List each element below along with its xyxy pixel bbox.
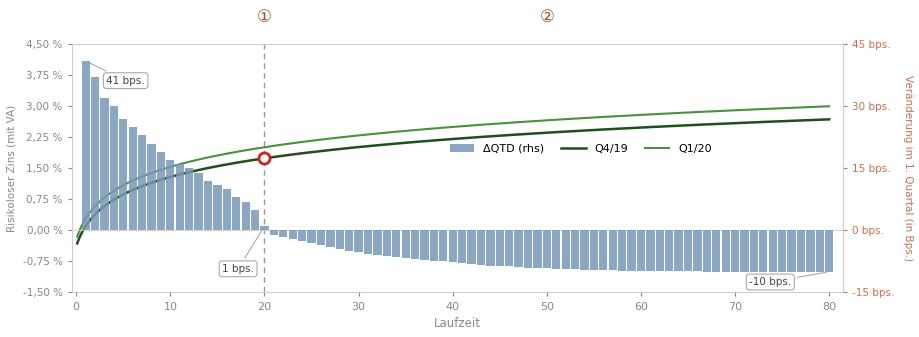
Legend: ΔQTD (rhs), Q4/19, Q1/20: ΔQTD (rhs), Q4/19, Q1/20 [445, 139, 716, 158]
Bar [373, 231, 381, 255]
Bar [119, 119, 128, 231]
Text: ②: ② [539, 8, 553, 26]
Bar [147, 144, 155, 231]
Text: ①: ① [256, 8, 272, 26]
Bar [740, 231, 748, 272]
Bar [598, 231, 607, 270]
Bar [551, 231, 560, 269]
Bar [278, 231, 287, 237]
Bar [467, 231, 475, 264]
Bar [787, 231, 795, 272]
Bar [345, 231, 353, 251]
Bar [364, 231, 372, 254]
Bar [156, 152, 165, 231]
Bar [91, 78, 99, 231]
Bar [166, 160, 175, 231]
Bar [777, 231, 786, 272]
Bar [589, 231, 597, 270]
Bar [82, 61, 90, 231]
Bar [420, 231, 428, 260]
Text: 41 bps.: 41 bps. [88, 62, 145, 86]
Bar [251, 210, 259, 231]
Bar [758, 231, 766, 272]
Bar [269, 231, 278, 235]
Bar [391, 231, 400, 257]
Bar [129, 127, 137, 231]
Bar [730, 231, 739, 272]
Bar [561, 231, 569, 269]
Text: 1 bps.: 1 bps. [221, 229, 263, 274]
Bar [505, 231, 513, 267]
Bar [260, 226, 268, 231]
X-axis label: Laufzeit: Laufzeit [434, 317, 481, 330]
Bar [307, 231, 315, 243]
Bar [645, 231, 653, 271]
Bar [109, 106, 118, 231]
Bar [767, 231, 776, 272]
Bar [655, 231, 664, 271]
Bar [693, 231, 701, 272]
Bar [100, 98, 108, 231]
Bar [289, 231, 297, 239]
Bar [824, 231, 833, 272]
Bar [636, 231, 644, 271]
Bar [796, 231, 804, 272]
Bar [298, 231, 306, 241]
Bar [382, 231, 391, 256]
Bar [213, 185, 221, 231]
Bar [316, 231, 324, 245]
Bar [533, 231, 541, 268]
Bar [204, 181, 212, 231]
Bar [354, 231, 362, 252]
Bar [486, 231, 494, 266]
Bar [335, 231, 344, 249]
Bar [176, 164, 184, 231]
Bar [411, 231, 419, 259]
Bar [674, 231, 682, 271]
Bar [580, 231, 588, 270]
Bar [401, 231, 409, 258]
Bar [429, 231, 437, 261]
Bar [523, 231, 531, 268]
Bar [571, 231, 579, 269]
Y-axis label: Veränderung im 1. Quartal (in Bps.): Veränderung im 1. Quartal (in Bps.) [902, 75, 912, 262]
Bar [458, 231, 466, 263]
Bar [683, 231, 691, 271]
Bar [476, 231, 484, 265]
Bar [702, 231, 710, 272]
Bar [627, 231, 635, 271]
Bar [514, 231, 522, 267]
Bar [815, 231, 823, 272]
Bar [138, 135, 146, 231]
Bar [618, 231, 626, 271]
Bar [194, 173, 202, 231]
Bar [608, 231, 617, 270]
Bar [326, 231, 335, 247]
Bar [805, 231, 813, 272]
Bar [749, 231, 757, 272]
Bar [495, 231, 504, 266]
Text: -10 bps.: -10 bps. [748, 272, 825, 287]
Bar [664, 231, 673, 271]
Bar [222, 189, 231, 231]
Bar [448, 231, 457, 262]
Bar [185, 168, 193, 231]
Bar [232, 197, 240, 231]
Bar [438, 231, 447, 262]
Bar [720, 231, 729, 272]
Bar [542, 231, 550, 269]
Bar [242, 202, 250, 231]
Y-axis label: Risikoloser Zins (mit VA): Risikoloser Zins (mit VA) [7, 105, 17, 232]
Bar [711, 231, 720, 272]
